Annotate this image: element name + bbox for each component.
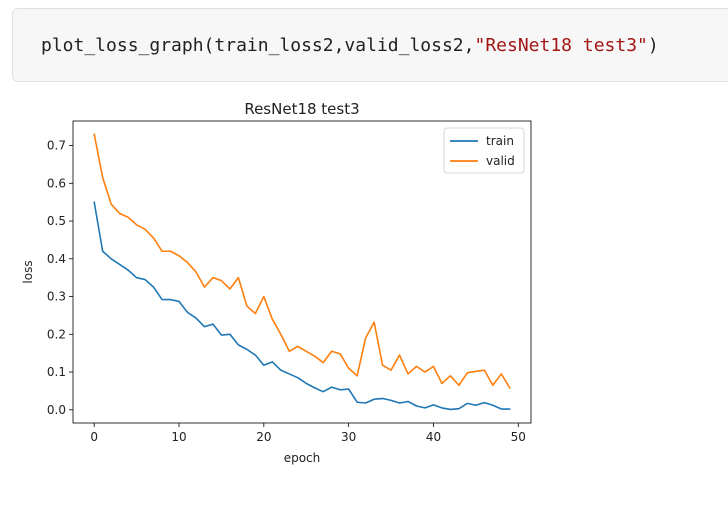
y-tick-label: 0.3: [47, 290, 66, 304]
code-close-paren: ): [647, 35, 659, 56]
x-tick-label: 50: [511, 430, 526, 444]
code-cell[interactable]: plot_loss_graph(train_loss2,valid_loss2,…: [12, 8, 728, 82]
y-tick-label: 0.1: [47, 365, 66, 379]
x-tick-label: 20: [256, 430, 271, 444]
loss-chart: ResNet18 test3 epoch loss 0 10 20 30 40 50 0.0…: [21, 100, 532, 465]
chart-title: ResNet18 test3: [244, 100, 359, 118]
y-axis-label: loss: [21, 260, 35, 283]
legend-label-train: train: [486, 134, 514, 148]
y-tick-label: 0.2: [47, 327, 66, 341]
legend: train valid: [443, 127, 525, 174]
y-tick-label: 0.0: [47, 403, 66, 417]
y-tick-label: 0.7: [47, 139, 66, 153]
x-tick-label: 30: [341, 430, 356, 444]
y-tick-label: 0.5: [47, 214, 66, 228]
x-tick-label: 10: [171, 430, 186, 444]
code-string-arg: "ResNet18 test3": [474, 35, 648, 56]
axes-frame: [72, 120, 532, 424]
x-tick-label: 40: [426, 430, 441, 444]
series-line-valid: [93, 133, 511, 389]
y-tick-label: 0.4: [47, 252, 66, 266]
code-call: plot_loss_graph(train_loss2,valid_loss2,: [41, 35, 475, 56]
plot-area: 0 10 20 30 40 50 0.0 0.1 0.2 0.3 0.4 0.5 0.6 0.7: [47, 120, 532, 444]
series-line-train: [93, 201, 511, 411]
x-tick-label: 0: [90, 430, 98, 444]
x-axis-label: epoch: [284, 451, 321, 465]
y-tick-label: 0.6: [47, 176, 66, 190]
legend-label-valid: valid: [486, 154, 515, 168]
code-line: plot_loss_graph(train_loss2,valid_loss2,…: [41, 35, 659, 56]
